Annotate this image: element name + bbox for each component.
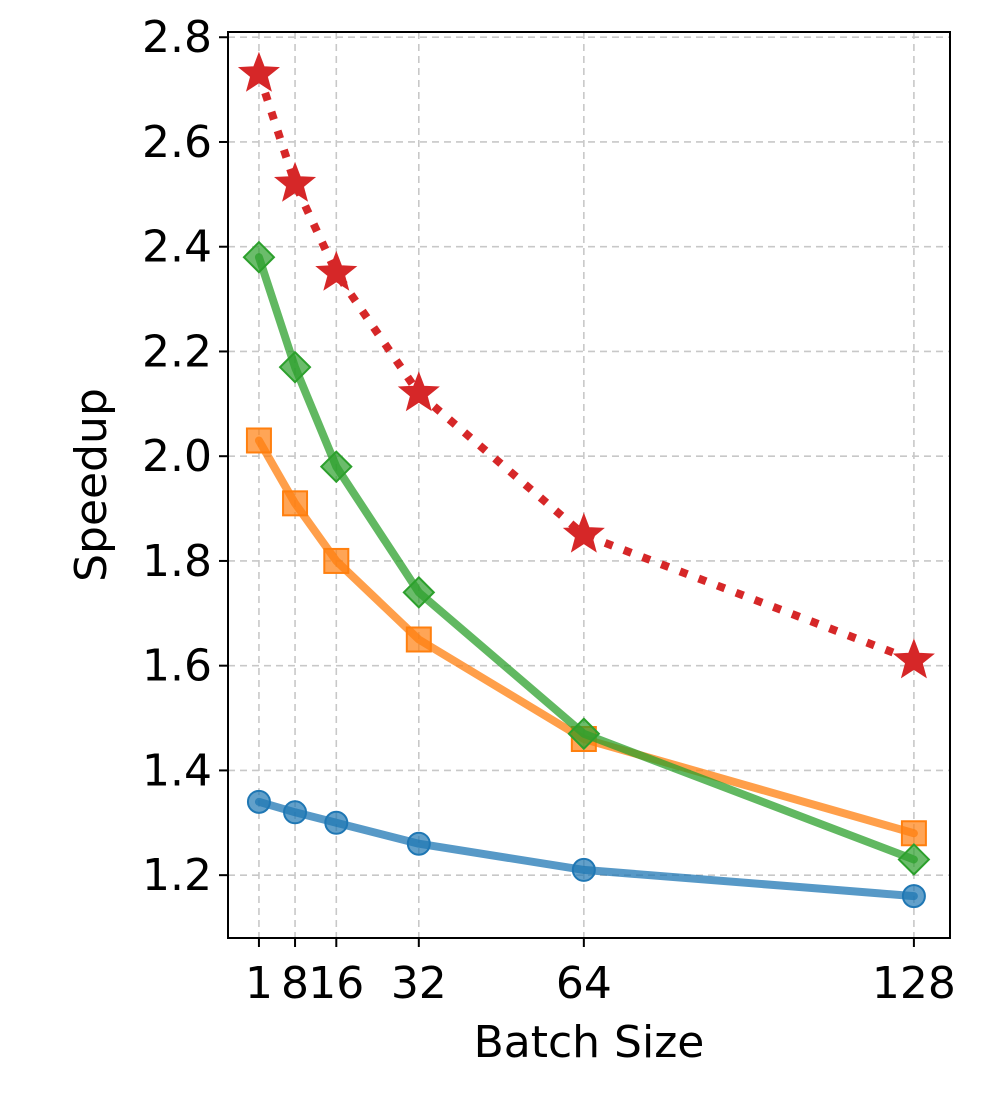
series-green-line [254, 253, 918, 864]
series-green [242, 240, 931, 876]
x-tick-label: 128 [872, 958, 956, 1009]
series-red-line [255, 72, 916, 665]
series-green-point [402, 575, 436, 609]
series-blue-point [283, 800, 308, 825]
y-tick-label: 1.4 [142, 745, 212, 796]
y-tick-label: 2.6 [142, 117, 212, 168]
series-red-point [562, 512, 605, 553]
series-red-point [892, 638, 935, 679]
series-green-point [242, 240, 276, 274]
series-green-point [319, 450, 353, 484]
x-tick-label: 32 [391, 958, 447, 1009]
y-tick-label: 1.6 [142, 641, 212, 692]
x-tick-label: 1 [245, 958, 273, 1009]
series-red [237, 51, 935, 679]
x-tick-label: 8 [281, 958, 309, 1009]
series-blue-point [246, 789, 271, 814]
series-green-point [897, 843, 931, 876]
y-tick-label: 2.8 [142, 12, 212, 63]
series-layer [237, 51, 935, 909]
series-red-point [397, 371, 440, 412]
x-axis-label: Batch Size [474, 1017, 705, 1068]
series-green-point [278, 350, 312, 384]
series-blue [246, 789, 926, 909]
series-orange-point [323, 547, 350, 574]
series-blue-point [571, 857, 596, 882]
grid-layer [228, 32, 950, 938]
series-green-point [567, 717, 601, 751]
series-orange-point [245, 427, 272, 454]
x-tick-label: 16 [308, 958, 364, 1009]
plot-frame [227, 31, 951, 939]
series-orange-point [405, 626, 432, 653]
y-tick-label: 1.8 [142, 536, 212, 587]
y-tick-label: 2.4 [142, 222, 212, 273]
series-blue-point [324, 810, 349, 835]
series-blue-line [254, 797, 918, 901]
y-axis-label: Speedup [66, 388, 117, 582]
x-tick-label: 64 [556, 958, 612, 1009]
series-orange-point [900, 820, 927, 847]
tick-layer: 1 8 16 32 64 128 1.2 1.4 1.6 1.8 2.0 2.2 2.4 2.6 2.8 [142, 12, 956, 1009]
y-tick-label: 1.2 [142, 850, 212, 901]
y-tick-label: 2.2 [142, 326, 212, 377]
series-blue-point [901, 884, 926, 909]
series-red-point [315, 250, 358, 291]
series-red-point [274, 161, 317, 202]
y-tick-label: 2.0 [142, 431, 212, 482]
series-blue-point [406, 831, 431, 856]
series-orange-point [282, 490, 309, 517]
series-red-point [237, 51, 280, 92]
